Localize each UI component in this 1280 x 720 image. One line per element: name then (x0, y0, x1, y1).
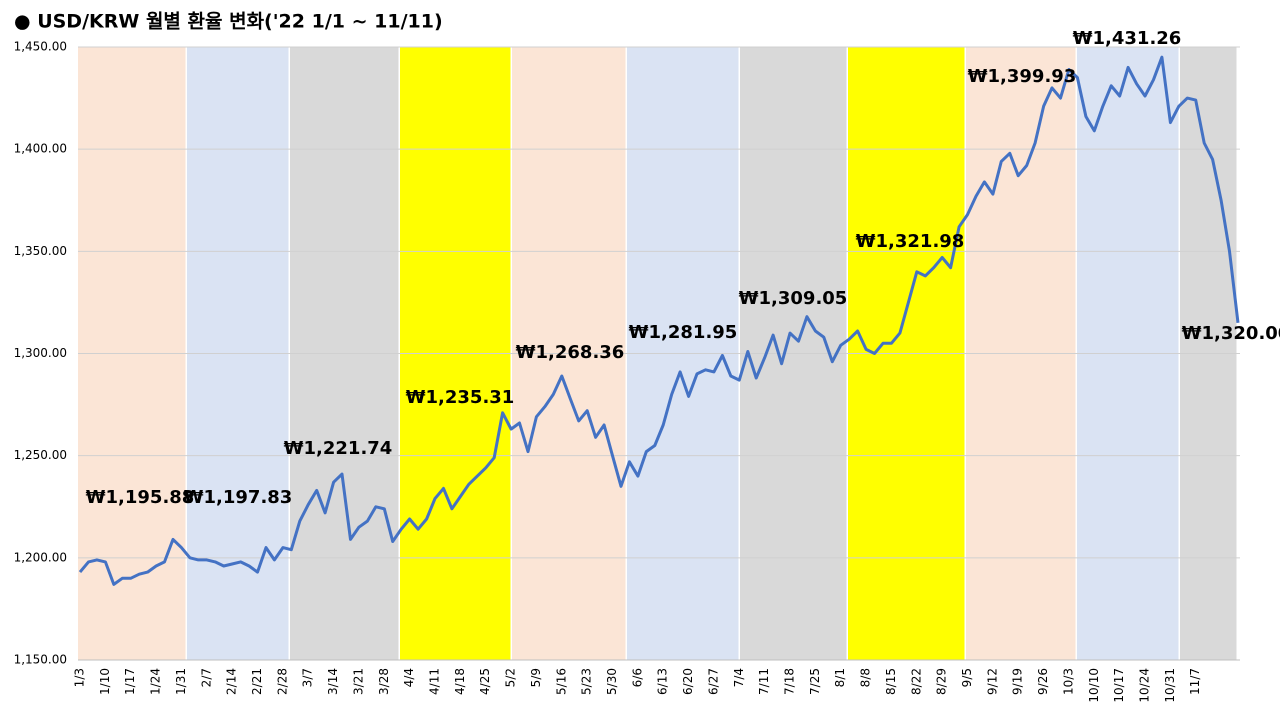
x-tick-label: 5/23 (580, 668, 594, 695)
month-average-label: ₩1,268.36 (516, 342, 625, 363)
x-tick-label: 8/8 (859, 668, 873, 687)
x-tick-label: 1/17 (123, 668, 137, 695)
x-tick-label: 2/21 (250, 668, 264, 695)
x-tick-label: 7/11 (757, 668, 771, 695)
month-average-label: ₩1,320.00 (1182, 323, 1280, 344)
x-tick-label: 8/15 (884, 668, 898, 695)
month-average-label: ₩1,235.31 (406, 387, 515, 408)
y-tick-label: 1,200.00 (14, 550, 67, 564)
x-tick-label: 3/14 (326, 668, 340, 695)
x-tick-label: 9/26 (1036, 668, 1050, 695)
x-tick-label: 6/13 (656, 668, 670, 695)
x-tick-label: 9/12 (985, 668, 999, 695)
x-tick-label: 4/25 (478, 668, 492, 695)
month-average-label: ₩1,221.74 (284, 438, 393, 459)
line-series (78, 55, 1240, 586)
x-tick-label: 2/7 (199, 668, 213, 687)
month-average-label: ₩1,195.88 (86, 487, 195, 508)
x-tick-label: 4/4 (402, 668, 416, 687)
x-tick-label: 5/2 (504, 668, 518, 687)
x-tick-label: 8/22 (909, 668, 923, 695)
x-tick-label: 5/30 (605, 668, 619, 695)
y-tick-label: 1,450.00 (14, 40, 67, 54)
x-tick-label: 7/4 (732, 668, 746, 687)
y-tick-label: 1,150.00 (14, 653, 67, 667)
x-tick-label: 10/3 (1061, 668, 1075, 695)
y-tick-label: 1,350.00 (14, 244, 67, 258)
x-tick-label: 4/18 (453, 668, 467, 695)
x-tick-label: 3/28 (377, 668, 391, 695)
month-average-label: ₩1,281.95 (629, 322, 738, 343)
month-average-label: ₩1,321.98 (856, 231, 965, 252)
x-tick-label: 5/9 (529, 668, 543, 687)
x-tick-label: 2/14 (225, 668, 239, 695)
x-tick-label: 6/27 (706, 668, 720, 695)
x-tick-label: 10/10 (1087, 668, 1101, 703)
x-tick-label: 10/24 (1138, 668, 1152, 703)
x-tick-label: 9/19 (1011, 668, 1025, 695)
x-tick-label: 1/10 (98, 668, 112, 695)
x-tick-label: 6/20 (681, 668, 695, 695)
x-tick-label: 1/3 (73, 668, 87, 687)
x-tick-label: 1/24 (149, 668, 163, 695)
x-tick-label: 9/5 (960, 668, 974, 687)
month-average-label: ₩1,431.26 (1073, 28, 1182, 49)
month-average-label: ₩1,399.93 (968, 66, 1077, 87)
x-tick-label: 3/7 (301, 668, 315, 687)
x-tick-label: 7/25 (808, 668, 822, 695)
x-tick-label: 10/31 (1163, 668, 1177, 703)
y-tick-label: 1,400.00 (14, 142, 67, 156)
x-tick-label: 11/7 (1188, 668, 1202, 695)
y-tick-label: 1,300.00 (14, 346, 67, 360)
x-tick-label: 5/16 (554, 668, 568, 695)
x-tick-label: 1/31 (174, 668, 188, 695)
y-tick-label: 1,250.00 (14, 448, 67, 462)
x-tick-label: 4/11 (428, 668, 442, 695)
x-tick-label: 8/1 (833, 668, 847, 687)
x-tick-label: 3/21 (351, 668, 365, 695)
x-tick-label: 2/28 (275, 668, 289, 695)
month-average-label: ₩1,309.05 (739, 288, 848, 309)
x-tick-label: 8/29 (935, 668, 949, 695)
x-tick-label: 10/17 (1112, 668, 1126, 703)
x-tick-label: 7/18 (783, 668, 797, 695)
x-tick-label: 6/6 (630, 668, 644, 687)
month-average-label: ₩1,197.83 (184, 487, 293, 508)
chart-title: ● USD/KRW 월별 환율 변화('22 1/1 ~ 11/11) (14, 11, 443, 33)
